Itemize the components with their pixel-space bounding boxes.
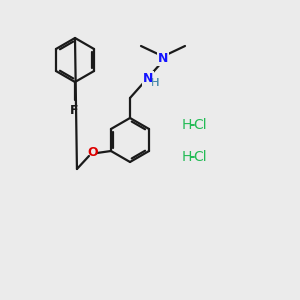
Text: Cl: Cl [193,118,207,132]
Text: N: N [158,52,168,64]
Text: Cl: Cl [193,150,207,164]
Text: N: N [143,73,153,85]
Text: H: H [151,78,159,88]
Text: O: O [88,146,98,160]
Text: H: H [182,118,192,132]
Text: H: H [151,78,159,88]
Text: N: N [158,52,168,64]
Text: H: H [182,150,192,164]
Text: N: N [143,73,153,85]
Text: F: F [70,104,78,117]
